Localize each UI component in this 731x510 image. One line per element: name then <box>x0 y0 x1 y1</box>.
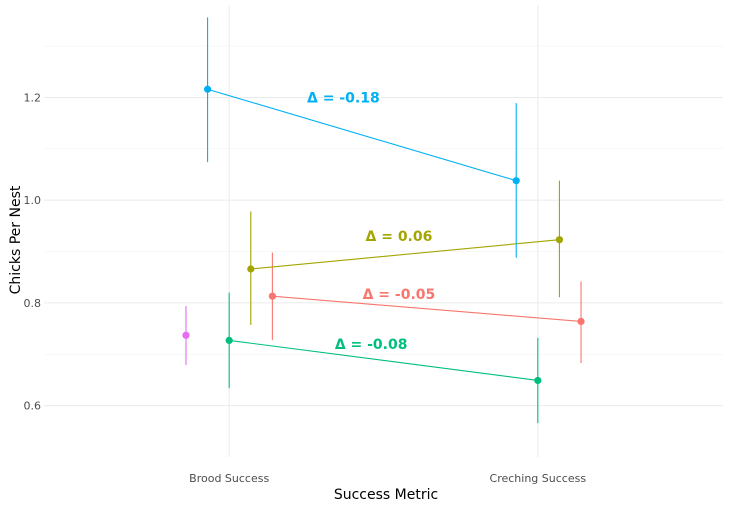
x-tick-label: Brood Success <box>189 472 269 485</box>
series-line <box>272 295 582 322</box>
series-layer <box>182 17 585 424</box>
y-tick-label: 1.0 <box>24 194 42 207</box>
series-line <box>207 88 517 182</box>
delta-label: Δ = -0.18 <box>307 90 380 106</box>
data-point <box>203 85 212 93</box>
data-point <box>182 331 190 339</box>
data-point <box>268 292 276 300</box>
y-tick-label: 0.6 <box>24 400 42 413</box>
x-axis-title: Success Metric <box>334 487 438 503</box>
data-point <box>555 236 564 244</box>
data-point <box>247 265 255 273</box>
y-tick-label: 0.8 <box>24 297 42 310</box>
data-point <box>512 177 520 185</box>
axes: Success Metric Chicks Per Nest 0.6 0.8 1.0… <box>8 91 586 503</box>
labels: Δ = -0.05 Δ = 0.06 Δ = -0.08 Δ = -0.18 <box>307 90 435 353</box>
series-line <box>229 339 538 382</box>
delta-label: Δ = -0.05 <box>363 287 436 303</box>
data-point <box>225 336 233 345</box>
data-point <box>534 376 542 385</box>
y-axis-title: Chicks Per Nest <box>8 185 24 294</box>
delta-label: Δ = 0.06 <box>366 229 433 245</box>
y-tick-label: 1.2 <box>24 91 42 104</box>
delta-label: Δ = -0.08 <box>335 337 408 353</box>
data-point <box>577 317 585 325</box>
series-line <box>250 239 560 270</box>
x-tick-label: Creching Success <box>490 472 587 485</box>
